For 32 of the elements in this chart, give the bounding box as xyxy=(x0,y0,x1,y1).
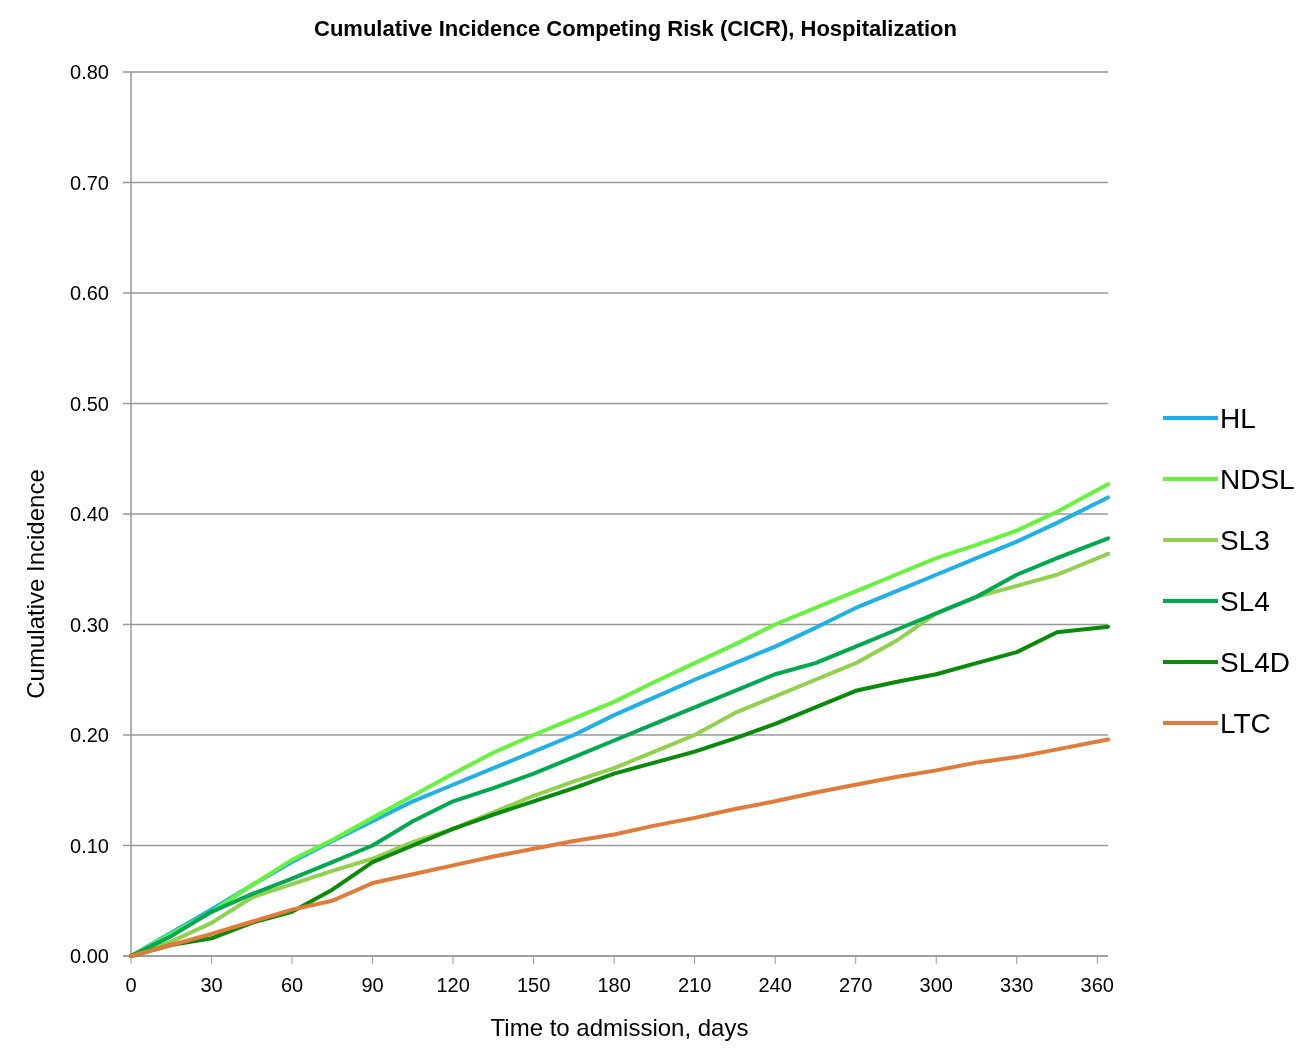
legend-label: LTC xyxy=(1220,707,1271,739)
legend-label: HL xyxy=(1220,402,1256,434)
x-tick-label: 330 xyxy=(1000,974,1034,996)
y-tick-label: 0.60 xyxy=(70,282,109,304)
x-tick-label: 240 xyxy=(758,974,792,996)
x-tick-label: 210 xyxy=(677,974,712,996)
x-tick-label: 0 xyxy=(125,974,137,996)
x-tick-label: 120 xyxy=(436,974,470,996)
x-tick-label: 30 xyxy=(200,974,223,996)
y-tick-label: 0.80 xyxy=(70,61,109,83)
y-axis-title: Cumulative Incidence xyxy=(22,469,49,699)
x-tick-label: 60 xyxy=(280,974,304,996)
y-tick-label: 0.20 xyxy=(70,724,109,746)
x-tick-label: 270 xyxy=(839,974,873,996)
legend-label: SL3 xyxy=(1220,524,1270,556)
x-tick-label: 90 xyxy=(361,974,384,996)
y-tick-label: 0.40 xyxy=(70,503,109,525)
legend-label: SL4D xyxy=(1220,646,1291,678)
y-tick-label: 0.70 xyxy=(70,171,109,194)
x-tick-label: 300 xyxy=(919,974,953,996)
y-tick-label: 0.00 xyxy=(70,945,109,967)
legend-label: SL4 xyxy=(1220,585,1270,617)
line-series xyxy=(129,737,1110,958)
x-tick-label: 150 xyxy=(516,974,551,996)
y-tick-label: 0.50 xyxy=(70,392,109,415)
chart-title: Cumulative Incidence Competing Risk (CICR), Hospitalization xyxy=(314,16,957,41)
legend-label: NDSL xyxy=(1220,463,1295,495)
x-tick-label: 180 xyxy=(597,974,631,996)
x-tick-label: 360 xyxy=(1080,974,1114,996)
x-axis-title: Time to admission, days xyxy=(490,1014,749,1041)
y-tick-label: 0.30 xyxy=(70,613,109,636)
y-tick-label: 0.10 xyxy=(70,834,109,857)
